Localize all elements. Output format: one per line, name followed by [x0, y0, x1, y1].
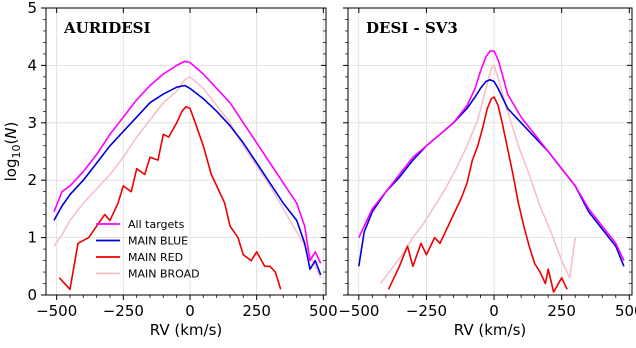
x-tick-label: −500	[338, 302, 379, 320]
y-tick-label: 5	[27, 0, 37, 17]
y-axis-label-sub: 10	[10, 145, 23, 159]
series-line-main-blue	[358, 79, 625, 267]
panel-title: DESI - SV3	[366, 19, 458, 37]
legend-label: MAIN BROAD	[128, 268, 200, 281]
x-tick-label: 500	[309, 302, 338, 320]
x-tick-label: −500	[36, 302, 77, 320]
y-axis-label-n: (	[2, 139, 20, 145]
series-line-main-broad	[379, 64, 576, 284]
series-line-main-red	[387, 96, 568, 293]
y-tick-label: 0	[27, 286, 37, 304]
plot-frame	[347, 7, 633, 296]
x-axis-label: RV (km/s)	[150, 321, 223, 339]
y-axis-label-close: )	[2, 122, 20, 128]
x-tick-label: 0	[489, 302, 499, 320]
series-line-main-red	[58, 105, 282, 291]
x-axis-label: RV (km/s)	[454, 321, 527, 339]
x-tick-label: −250	[103, 302, 144, 320]
y-axis-label-log: log	[2, 159, 20, 182]
y-tick-label: 2	[27, 171, 37, 189]
plot-frame	[45, 7, 327, 296]
x-tick-label: −250	[406, 302, 447, 320]
x-tick-label: 0	[185, 302, 195, 320]
series-line-main-broad	[53, 76, 322, 279]
y-tick-label: 1	[27, 229, 37, 247]
series-line-all-targets	[53, 60, 322, 264]
panel-title: AURIDESI	[63, 19, 151, 37]
y-tick-label: 3	[27, 114, 37, 132]
chart-panel-1: −500 −250 0 250 500 0 1 2 3 4 5 AURIDESI RV (km/s) lo…	[2, 0, 338, 339]
series-line-all-targets	[358, 50, 625, 261]
legend-label: All targets	[128, 218, 185, 231]
y-axis-label: log10(N)	[2, 122, 23, 182]
legend-label: MAIN RED	[128, 251, 183, 264]
legend-label: MAIN BLUE	[128, 235, 188, 248]
x-tick-label: 250	[242, 302, 271, 320]
legend: All targets MAIN BLUE MAIN RED MAIN BROAD	[96, 218, 200, 281]
x-tick-label: 250	[547, 302, 576, 320]
x-tick-label: 500	[615, 302, 636, 320]
series-line-main-blue	[53, 84, 322, 276]
y-tick-label: 4	[27, 56, 37, 74]
y-axis-label-var: N	[2, 127, 20, 138]
chart-panel-2: −500 −250 0 250 500 DESI - SV3 RV (km/s)	[338, 7, 636, 339]
